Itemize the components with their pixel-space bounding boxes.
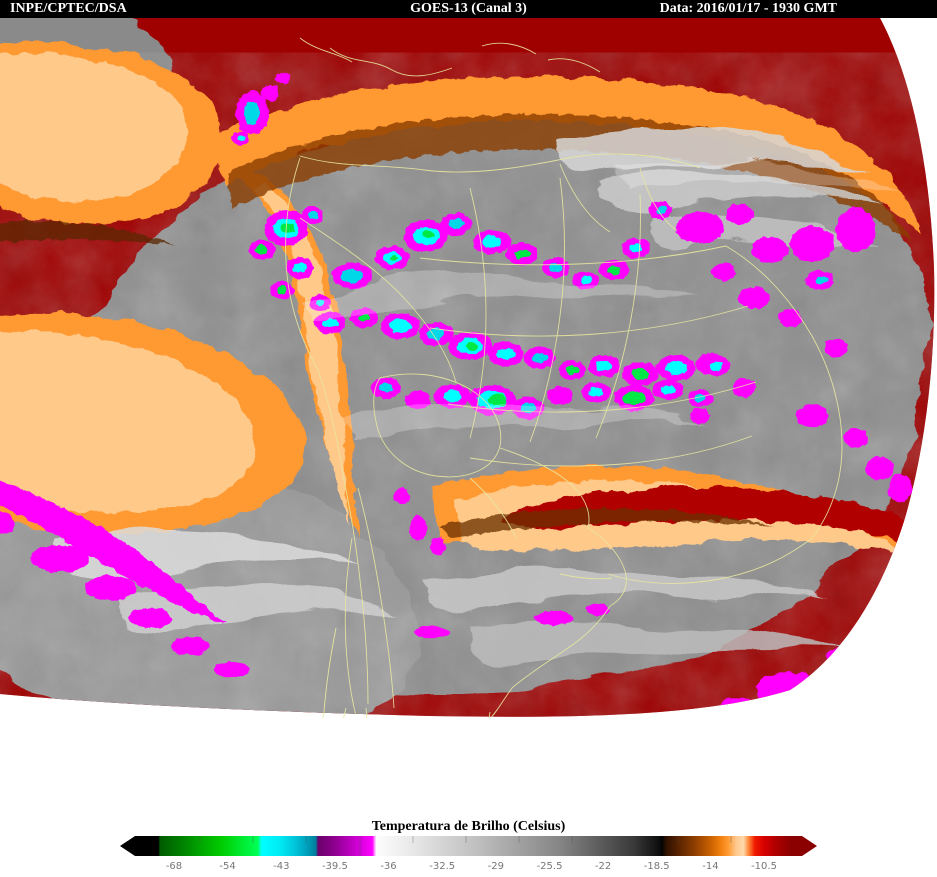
colorbar-tick-label: -54 — [219, 861, 235, 872]
colorbar-tick-label: -29 — [488, 861, 504, 872]
colorbar-tick-label: -22 — [595, 861, 611, 872]
patagonia-borders — [322, 627, 491, 718]
colorbar-step-marks — [199, 836, 732, 856]
colorbar-tick-label: -25.5 — [537, 861, 563, 872]
country-borders — [285, 37, 843, 717]
convective-cluster — [232, 72, 290, 145]
colorbar-tick-label: -43 — [273, 861, 289, 872]
colorbar-tick-label: -68 — [166, 861, 182, 872]
satellite-image-panel — [0, 18, 937, 718]
colorbar-gradient — [147, 836, 791, 856]
colorbar-tick-label: -36 — [380, 861, 396, 872]
colorbar-tick-label: -39.5 — [322, 861, 348, 872]
institute-label: INPE/CPTEC/DSA — [10, 1, 127, 16]
colorbar-tick-label: -14 — [702, 861, 718, 872]
satellite-image — [0, 18, 937, 718]
colorbar-right-arrow — [785, 836, 817, 856]
colorbar-scale: -68 -54 -43 -39.5 -36 -32.5 -29 -25.5 -22 -18.5 -1… — [120, 836, 817, 872]
colorbar-panel: Temperatura de Brilho (Celsius) — [0, 818, 937, 877]
colorbar-tick-labels: -68 -54 -43 -39.5 -36 -32.5 -29 -25.5 -22 -18.5 -1… — [166, 861, 777, 872]
colorbar-title: Temperatura de Brilho (Celsius) — [371, 819, 566, 834]
header-bar: INPE/CPTEC/DSA GOES-13 (Canal 3) Data: 2… — [0, 0, 937, 18]
colorbar-tick-label: -18.5 — [644, 861, 670, 872]
datetime-label: Data: 2016/01/17 - 1930 GMT — [659, 1, 837, 16]
satellite-label: GOES-13 (Canal 3) — [410, 1, 527, 16]
colorbar-tick-label: -10.5 — [751, 861, 777, 872]
colorbar-tick-label: -32.5 — [429, 861, 455, 872]
colorbar-left-arrow — [120, 836, 152, 856]
